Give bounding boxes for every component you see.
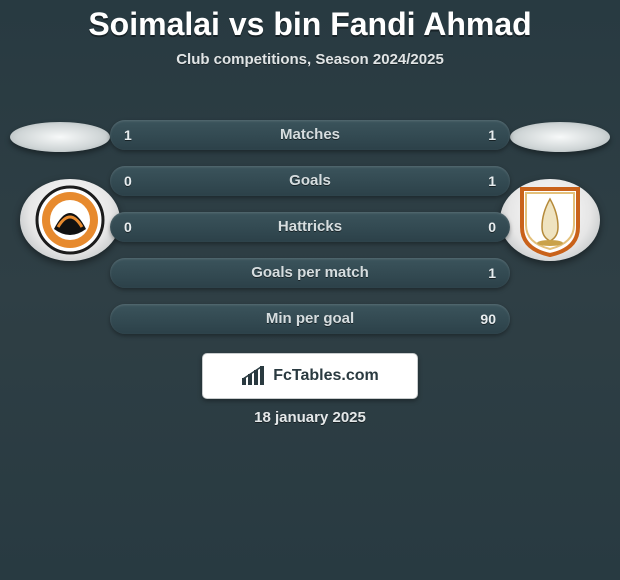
country-flag-right (510, 122, 610, 152)
page-title: Soimalai vs bin Fandi Ahmad (0, 0, 620, 43)
stat-label: Goals (110, 166, 510, 196)
club-badge-left (20, 179, 120, 261)
stat-row-gpm: Goals per match 1 (110, 258, 510, 288)
stat-label: Goals per match (110, 258, 510, 288)
stat-right-value: 90 (480, 304, 496, 334)
club-crest-right-icon (516, 183, 584, 257)
stat-label: Matches (110, 120, 510, 150)
stat-row-hattricks: 0 Hattricks 0 (110, 212, 510, 242)
club-badge-right (500, 179, 600, 261)
branding-text: FcTables.com (273, 367, 379, 385)
stat-row-mpg: Min per goal 90 (110, 304, 510, 334)
stat-row-goals: 0 Goals 1 (110, 166, 510, 196)
stat-row-matches: 1 Matches 1 (110, 120, 510, 150)
stat-right-value: 1 (488, 166, 496, 196)
infographic-root: Soimalai vs bin Fandi Ahmad Club competi… (0, 0, 620, 580)
bars-icon (241, 366, 267, 386)
stat-label: Min per goal (110, 304, 510, 334)
stats-column: 1 Matches 1 0 Goals 1 0 Hattricks 0 Goal… (110, 120, 510, 350)
stat-right-value: 1 (488, 120, 496, 150)
club-crest-left-icon (30, 185, 110, 255)
branding-card: FcTables.com (202, 353, 418, 399)
stat-label: Hattricks (110, 212, 510, 242)
infographic-date: 18 january 2025 (0, 409, 620, 426)
stat-right-value: 1 (488, 258, 496, 288)
page-subtitle: Club competitions, Season 2024/2025 (0, 51, 620, 68)
country-flag-left (10, 122, 110, 152)
stat-right-value: 0 (488, 212, 496, 242)
